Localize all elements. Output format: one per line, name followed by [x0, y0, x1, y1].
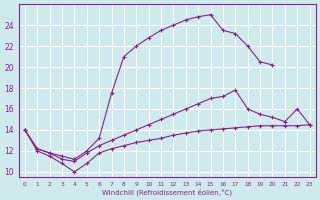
X-axis label: Windchill (Refroidissement éolien,°C): Windchill (Refroidissement éolien,°C) [102, 188, 232, 196]
